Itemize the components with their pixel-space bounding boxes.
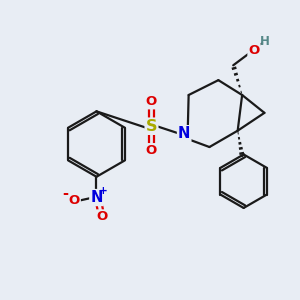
Text: N: N — [178, 126, 190, 141]
Text: H: H — [260, 35, 269, 48]
Text: +: + — [99, 186, 107, 196]
Text: N: N — [90, 190, 103, 205]
Text: O: O — [146, 144, 157, 157]
Text: O: O — [146, 95, 157, 108]
Text: O: O — [69, 194, 80, 207]
Text: -: - — [62, 186, 68, 201]
Text: O: O — [248, 44, 260, 57]
Text: S: S — [146, 119, 157, 134]
Text: O: O — [97, 210, 108, 224]
